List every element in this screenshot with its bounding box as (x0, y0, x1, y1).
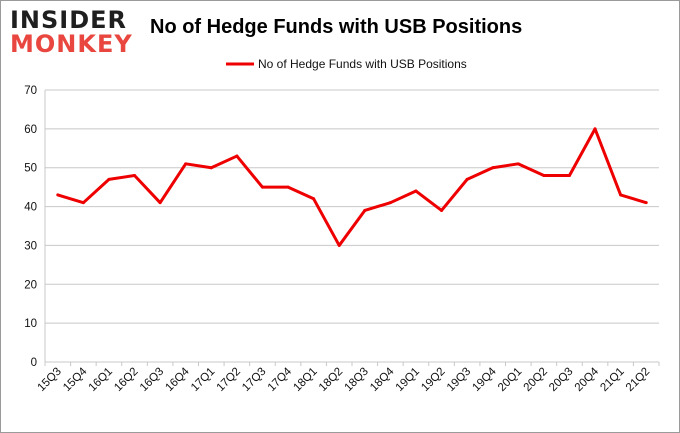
x-tick-label: 16Q3 (138, 366, 166, 394)
x-tick-label: 15Q4 (61, 365, 90, 394)
data-point (261, 186, 264, 189)
data-point (466, 178, 469, 181)
y-tick-label: 60 (24, 124, 37, 136)
x-tick-label: 21Q2 (624, 366, 652, 394)
y-tick-label: 0 (31, 357, 37, 369)
x-tick-label: 15Q3 (36, 366, 64, 394)
data-point (312, 197, 315, 200)
x-tick-label: 18Q3 (343, 366, 371, 394)
data-point (338, 244, 341, 247)
data-point (389, 201, 392, 204)
data-point (159, 201, 162, 204)
data-point (542, 174, 545, 177)
data-point (491, 166, 494, 169)
data-point (82, 201, 85, 204)
data-point (414, 190, 417, 193)
data-point (594, 127, 597, 130)
series-line (58, 129, 646, 246)
y-tick-label: 50 (24, 163, 37, 175)
series-layer (56, 127, 647, 247)
x-tick-label: 17Q2 (215, 366, 243, 394)
data-point (363, 209, 366, 212)
y-tick-label: 40 (24, 202, 37, 214)
x-tick-label: 21Q1 (598, 366, 626, 394)
x-tick-label: 18Q2 (317, 366, 345, 394)
y-tick-label: 20 (24, 279, 37, 291)
data-point (235, 155, 238, 158)
legend: No of Hedge Funds with USB Positions (226, 57, 467, 71)
data-point (56, 193, 59, 196)
x-tick-label: 16Q4 (163, 365, 192, 394)
x-tick-label: 18Q4 (368, 365, 397, 394)
x-tick-label: 16Q1 (87, 366, 115, 394)
x-tick-label: 19Q1 (394, 366, 422, 394)
data-point (184, 162, 187, 165)
x-tick-label: 19Q4 (470, 365, 499, 394)
x-tick-label: 16Q2 (112, 366, 140, 394)
x-tick-label: 18Q1 (291, 366, 319, 394)
x-tick-label: 20Q2 (522, 366, 550, 394)
y-tick-label: 10 (24, 318, 37, 330)
data-point (517, 162, 520, 165)
data-point (133, 174, 136, 177)
x-tick-label: 20Q1 (496, 366, 524, 394)
x-tick-label: 20Q4 (573, 365, 602, 394)
x-tick-label: 20Q3 (547, 366, 575, 394)
x-tick-label: 17Q4 (266, 365, 295, 394)
x-tick-label: 17Q1 (189, 366, 217, 394)
data-point (210, 166, 213, 169)
y-axis-ticks: 0 10 20 30 40 50 60 70 (24, 85, 37, 369)
data-point (645, 201, 648, 204)
x-tick-label: 19Q3 (445, 366, 473, 394)
data-point (568, 174, 571, 177)
x-tick-label: 19Q2 (419, 366, 447, 394)
legend-label: No of Hedge Funds with USB Positions (258, 57, 467, 71)
y-tick-label: 70 (24, 85, 37, 97)
y-tick-label: 30 (24, 240, 37, 252)
data-point (107, 178, 110, 181)
x-tick-label: 17Q3 (240, 366, 268, 394)
data-point (619, 193, 622, 196)
x-axis-ticks: 15Q315Q416Q116Q216Q316Q417Q117Q217Q317Q4… (36, 365, 653, 394)
data-point (440, 209, 443, 212)
data-point (287, 186, 290, 189)
